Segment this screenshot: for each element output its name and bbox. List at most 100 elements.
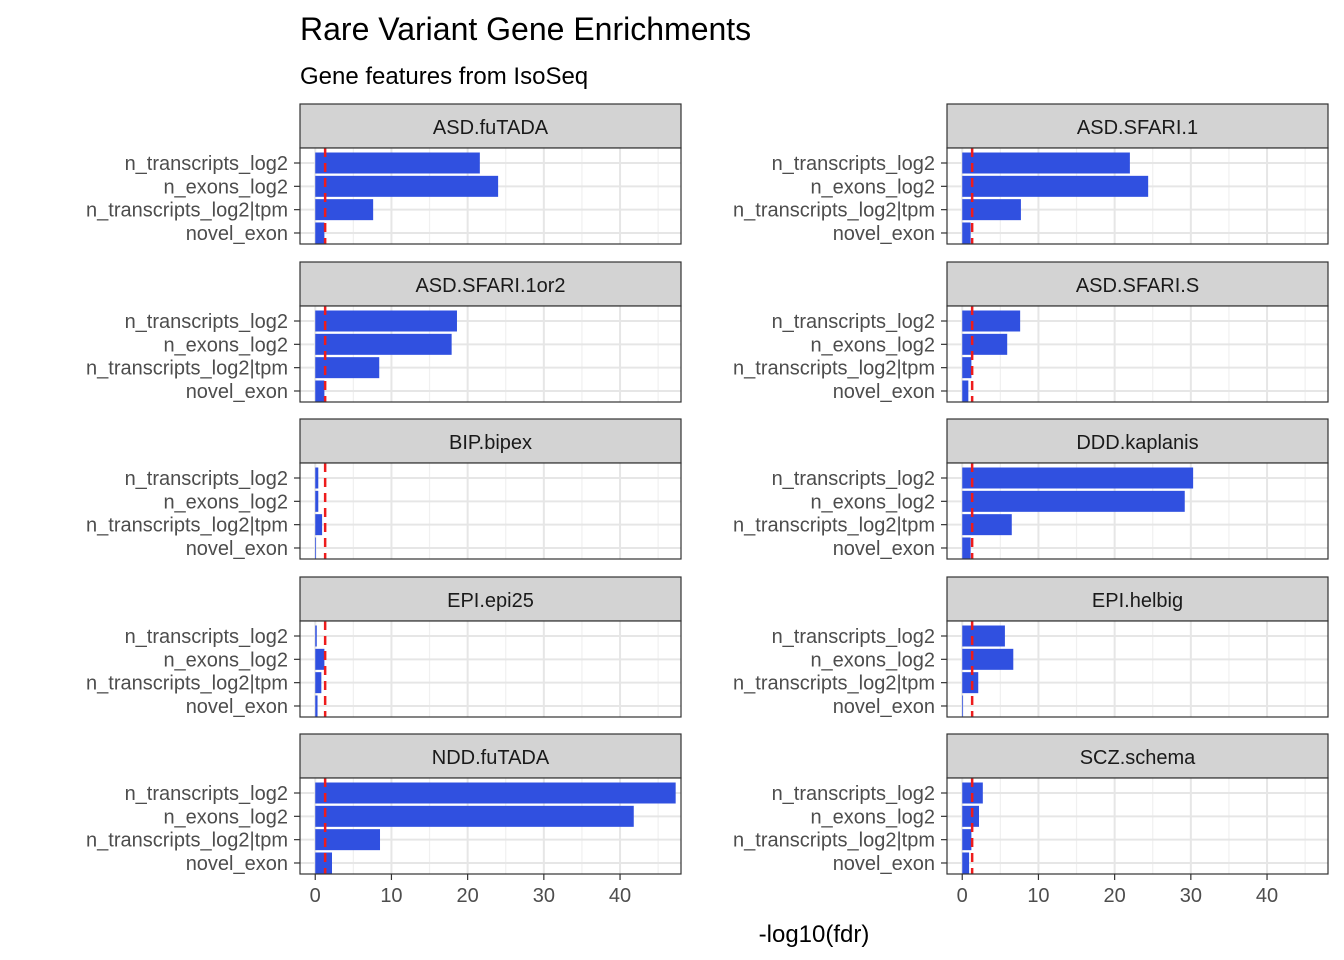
bar xyxy=(962,333,1008,355)
x-tick-label: 20 xyxy=(457,885,479,907)
y-tick-label: n_transcripts_log2 xyxy=(125,153,288,175)
strip-label: EPI.epi25 xyxy=(447,590,534,612)
x-tick-label: 20 xyxy=(1104,885,1126,907)
facet-panel: NDD.fuTADA n_transcripts_log2n_exons_log2… xyxy=(86,733,682,907)
y-tick-label: n_transcripts_log2|tpm xyxy=(86,200,288,222)
bar xyxy=(315,175,499,197)
bar xyxy=(315,199,374,221)
chart-subtitle: Gene features from IsoSeq xyxy=(300,63,588,90)
y-tick-label: n_transcripts_log2|tpm xyxy=(86,515,288,537)
x-tick-label: 10 xyxy=(1027,885,1049,907)
bar xyxy=(962,199,1021,221)
panel-border xyxy=(299,777,682,875)
y-tick-label: novel_exon xyxy=(833,538,935,560)
panel-border xyxy=(299,305,682,403)
y-tick-label: novel_exon xyxy=(833,381,935,403)
bar xyxy=(315,152,480,174)
bar xyxy=(315,695,318,717)
y-tick-label: n_exons_log2 xyxy=(163,176,288,198)
panel-border xyxy=(946,777,1329,875)
bar xyxy=(962,310,1021,332)
strip-label: ASD.fuTADA xyxy=(433,117,549,139)
y-tick-label: novel_exon xyxy=(186,696,288,718)
y-tick-label: n_exons_log2 xyxy=(810,806,935,828)
bar xyxy=(962,829,972,851)
bar xyxy=(962,175,1149,197)
facet-panel: ASD.SFARI.1 n_transcripts_log2n_exons_log… xyxy=(733,103,1329,245)
bar xyxy=(962,222,971,244)
bar xyxy=(962,852,970,874)
bar xyxy=(962,648,1014,670)
y-tick-label: n_transcripts_log2|tpm xyxy=(86,358,288,380)
y-tick-label: novel_exon xyxy=(186,381,288,403)
bar xyxy=(315,380,325,402)
strip-background xyxy=(946,733,1329,779)
y-tick-label: n_transcripts_log2 xyxy=(125,783,288,805)
bar xyxy=(315,310,457,332)
bar xyxy=(962,625,1005,647)
strip-background xyxy=(299,733,682,779)
strip-background xyxy=(299,418,682,464)
strip-label: ASD.SFARI.1or2 xyxy=(415,275,565,297)
bar xyxy=(315,829,381,851)
bar xyxy=(962,805,980,827)
y-tick-label: n_exons_log2 xyxy=(810,176,935,198)
facet-panel: EPI.helbig n_transcripts_log2n_exons_log2… xyxy=(733,576,1329,718)
strip-background xyxy=(299,261,682,307)
panel-border xyxy=(946,620,1329,718)
y-tick-label: n_exons_log2 xyxy=(163,491,288,513)
facet-panel: ASD.fuTADA n_transcripts_log2n_exons_log2… xyxy=(86,103,682,245)
y-tick-label: n_transcripts_log2 xyxy=(772,783,935,805)
x-tick-label: 30 xyxy=(533,885,555,907)
y-tick-label: n_transcripts_log2 xyxy=(125,468,288,490)
y-tick-label: n_transcripts_log2|tpm xyxy=(733,515,935,537)
bar xyxy=(962,152,1130,174)
bar xyxy=(962,490,1185,512)
bar xyxy=(315,490,319,512)
panel-border xyxy=(946,305,1329,403)
y-tick-label: n_transcripts_log2|tpm xyxy=(733,200,935,222)
y-tick-label: n_transcripts_log2 xyxy=(125,626,288,648)
strip-background xyxy=(299,576,682,622)
y-tick-label: n_transcripts_log2 xyxy=(772,468,935,490)
x-tick-label: 0 xyxy=(310,885,321,907)
bar xyxy=(315,514,323,536)
y-tick-label: n_transcripts_log2|tpm xyxy=(86,673,288,695)
y-tick-label: novel_exon xyxy=(186,223,288,245)
chart-title: Rare Variant Gene Enrichments xyxy=(300,11,751,47)
y-tick-label: n_exons_log2 xyxy=(163,649,288,671)
bar xyxy=(315,333,452,355)
bar xyxy=(315,782,676,804)
facet-panel: BIP.bipex n_transcripts_log2n_exons_log2n… xyxy=(86,418,682,560)
y-tick-label: n_transcripts_log2 xyxy=(772,153,935,175)
y-tick-label: novel_exon xyxy=(833,853,935,875)
y-tick-label: novel_exon xyxy=(833,696,935,718)
y-tick-label: novel_exon xyxy=(186,538,288,560)
y-tick-label: n_transcripts_log2|tpm xyxy=(733,673,935,695)
y-tick-label: n_exons_log2 xyxy=(810,491,935,513)
y-tick-label: n_transcripts_log2 xyxy=(772,311,935,333)
bar xyxy=(315,625,317,647)
bar xyxy=(962,537,971,559)
panel-border xyxy=(946,147,1329,245)
y-tick-label: n_transcripts_log2 xyxy=(125,311,288,333)
bar xyxy=(962,467,1194,489)
panel-border xyxy=(299,147,682,245)
bar xyxy=(315,648,325,670)
bar xyxy=(315,222,325,244)
bar xyxy=(315,467,319,489)
y-tick-label: novel_exon xyxy=(833,223,935,245)
strip-background xyxy=(946,418,1329,464)
bar xyxy=(962,695,964,717)
strip-background xyxy=(299,103,682,149)
x-tick-label: 10 xyxy=(380,885,402,907)
y-tick-label: n_transcripts_log2|tpm xyxy=(733,830,935,852)
facet-panel: SCZ.schema n_transcripts_log2n_exons_log2… xyxy=(733,733,1329,907)
y-tick-label: n_transcripts_log2|tpm xyxy=(86,830,288,852)
y-tick-label: n_transcripts_log2 xyxy=(772,626,935,648)
facet-panel: EPI.epi25 n_transcripts_log2n_exons_log2n… xyxy=(86,576,682,718)
bar xyxy=(962,380,969,402)
strip-label: NDD.fuTADA xyxy=(432,747,550,769)
x-tick-label: 40 xyxy=(609,885,631,907)
